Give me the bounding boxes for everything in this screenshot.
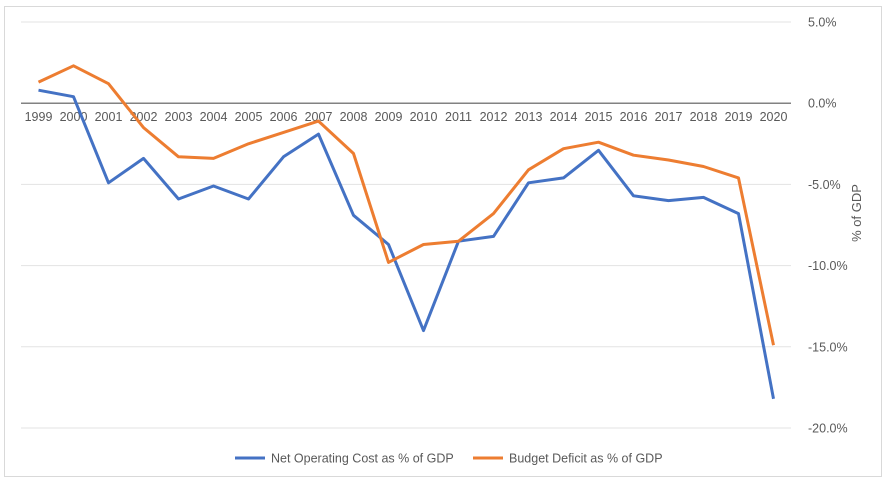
x-tick-label: 2018	[690, 110, 718, 124]
y-tick-label: 5.0%	[808, 16, 837, 30]
legend-item: Budget Deficit as % of GDP	[473, 452, 663, 466]
y-tick-label: 0.0%	[808, 97, 837, 111]
x-tick-label: 2016	[620, 110, 648, 124]
x-tick-label: 2017	[655, 110, 683, 124]
x-tick-label: 2004	[200, 110, 228, 124]
x-tick-label: 2011	[445, 110, 472, 124]
series-line-net-operating-cost-as-of-gdp	[38, 88, 775, 400]
x-tick-label: 2020	[760, 110, 788, 124]
legend-label: Budget Deficit as % of GDP	[509, 452, 663, 466]
x-tick-labels: 1999 2000 2001 2002 2003 2004 2005 2006 2007 2008…	[25, 110, 788, 124]
x-tick-label: 2007	[305, 110, 333, 124]
series-lines	[37, 64, 775, 400]
x-tick-label: 2005	[235, 110, 263, 124]
legend: Net Operating Cost as % of GDP Budget Def…	[235, 452, 663, 466]
x-tick-label: 2010	[410, 110, 438, 124]
x-tick-label: 2008	[340, 110, 368, 124]
x-tick-label: 2019	[725, 110, 753, 124]
x-tick-label: 2003	[165, 110, 193, 124]
legend-item: Net Operating Cost as % of GDP	[235, 452, 454, 466]
x-tick-label: 2012	[480, 110, 508, 124]
y-axis-title: % of GDP	[849, 184, 864, 242]
y-tick-label: -10.0%	[808, 259, 848, 273]
x-tick-label: 2013	[515, 110, 543, 124]
x-tick-label: 2015	[585, 110, 613, 124]
gridlines	[21, 21, 791, 429]
y-tick-label: -5.0%	[808, 178, 841, 192]
x-tick-label: 2006	[270, 110, 298, 124]
x-tick-label: 2001	[95, 110, 123, 124]
legend-label: Net Operating Cost as % of GDP	[271, 452, 454, 466]
x-tick-label: 2014	[550, 110, 578, 124]
y-tick-label: -15.0%	[808, 340, 848, 354]
y-tick-labels: 5.0% 0.0% -5.0% -10.0% -15.0% -20.0%	[808, 16, 848, 436]
x-tick-label: 1999	[25, 110, 53, 124]
y-tick-label: -20.0%	[808, 422, 848, 436]
x-tick-label: 2009	[375, 110, 403, 124]
series-line-budget-deficit-as-of-gdp	[37, 64, 775, 346]
